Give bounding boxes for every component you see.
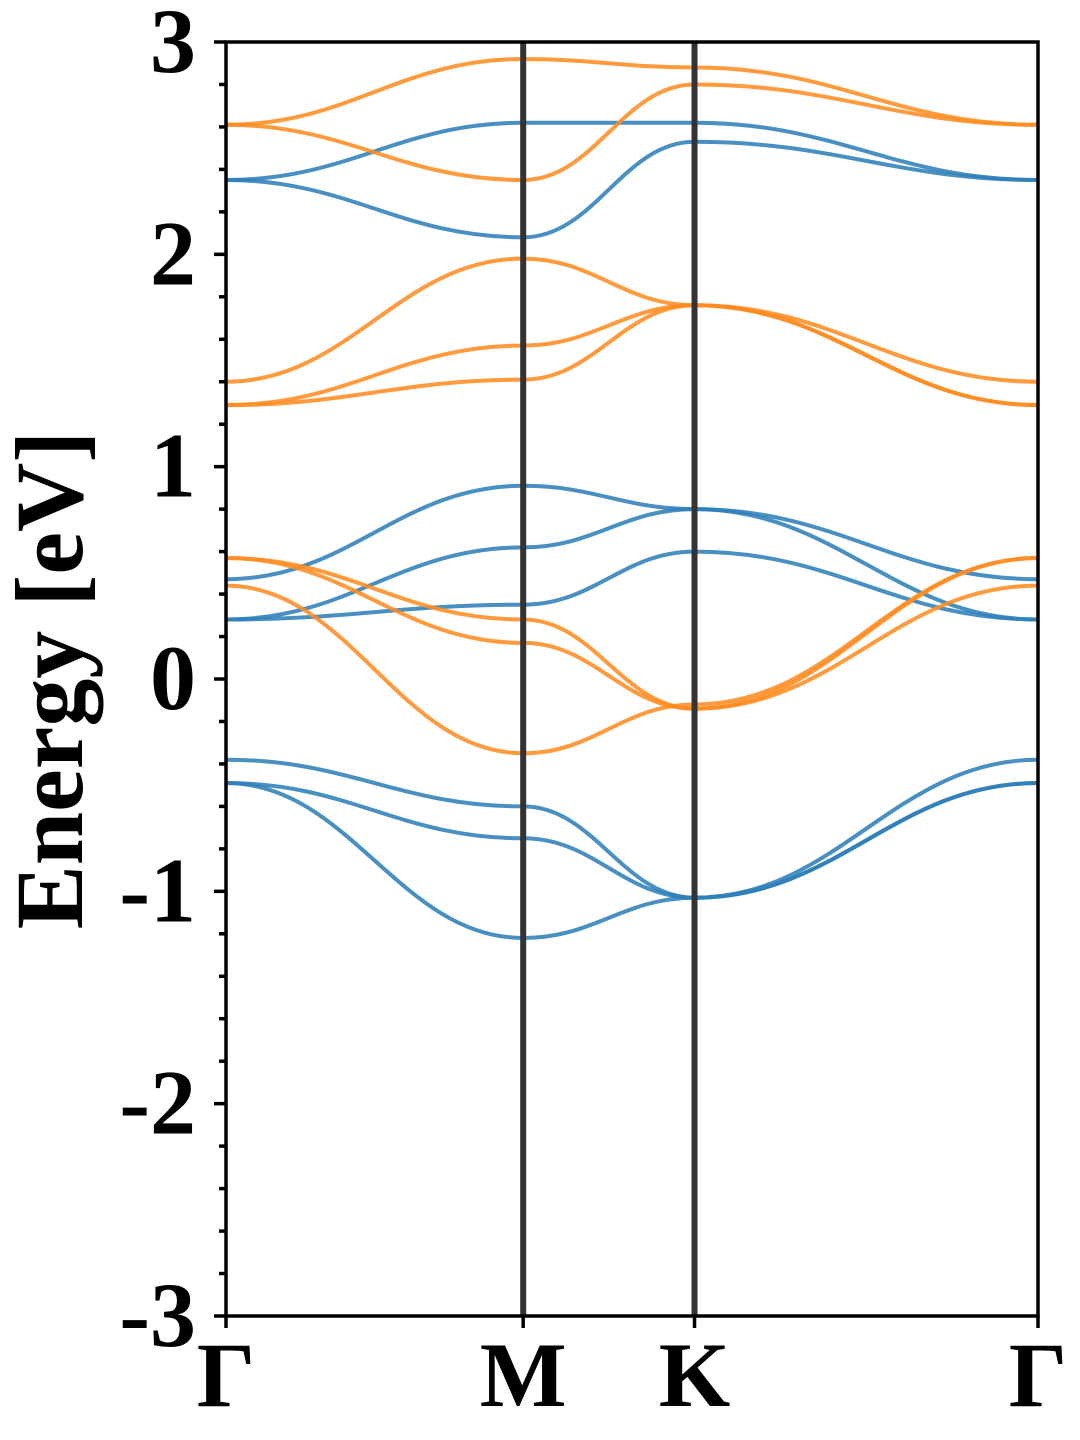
band-line-spin-up [226,757,1038,900]
x-tick-label: Γ [197,1324,256,1426]
band-line-spin-down [226,56,1038,127]
band-line-spin-down [226,256,1038,384]
y-tick-label: -3 [119,1264,196,1366]
band-lines [226,56,1038,941]
x-tick-label: M [480,1324,567,1426]
band-line-spin-down [226,556,1038,711]
y-tick-label: -1 [119,839,196,941]
band-line-spin-up [226,483,1038,622]
band-line-spin-down [226,303,1038,408]
band-line-spin-down [226,82,1038,183]
band-line-spin-up [226,139,1038,240]
y-tick-label: 0 [150,627,196,729]
x-tick-label: Γ [1009,1324,1068,1426]
axes-frame [224,40,1040,1318]
band-line-spin-up [226,781,1038,900]
y-axis-ticks: -3 -2 -1 0 1 2 3 [119,0,226,1366]
band-line-spin-up [226,781,1038,941]
y-tick-label: 1 [150,415,196,517]
y-tick-label: -2 [119,1052,196,1154]
plot-frame [224,40,1040,1318]
y-tick-label: 3 [150,0,196,92]
x-tick-label: K [659,1324,731,1426]
band-line-spin-down [226,303,1038,408]
y-axis-label: Energy [eV] [0,431,103,930]
band-line-spin-up [226,549,1038,622]
y-tick-label: 2 [150,202,196,304]
band-line-spin-down [226,556,1038,756]
high-symmetry-lines [520,42,698,1316]
